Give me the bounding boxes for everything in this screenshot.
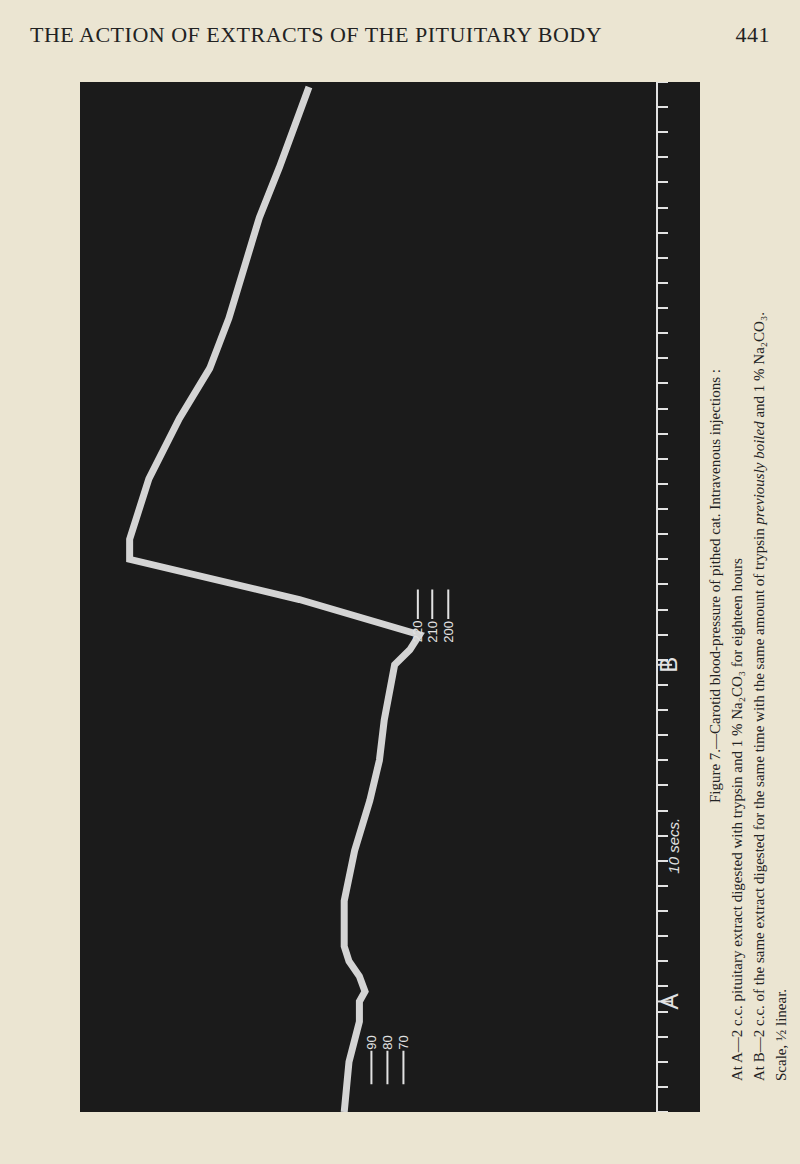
html-text:THE ACTION OF EXTRACTS OF THE: THE ACTION OF EXTRACTS OF THE PITUITARY … — [30, 22, 603, 47]
html-text:441: 441 — [735, 22, 770, 47]
svg-text:200: 200 — [441, 621, 456, 643]
svg-text:80: 80 — [380, 1035, 395, 1049]
html-text:previously boiled: previously boiled — [751, 421, 767, 525]
html-text:and 1 % Na₂CO₃.: and 1 % Na₂CO₃. — [751, 312, 767, 422]
html-text:At A—2 c.c. pituitary extract: At A—2 c.c. pituitary extract digested w… — [729, 558, 745, 1081]
html-text:Scale, ½ linear.: Scale, ½ linear. — [773, 988, 789, 1081]
svg-text:210: 210 — [425, 621, 440, 643]
svg-text:B: B — [655, 657, 682, 673]
svg-text:220: 220 — [410, 621, 425, 643]
svg-text:10 secs.: 10 secs. — [665, 818, 682, 874]
html-text:Figure 7.—Carotid blood-pressu: Figure 7.—Carotid blood-pressure of pith… — [707, 369, 723, 803]
html-text:At B—2 c.c. of the same extrac: At B—2 c.c. of the same extract digested… — [751, 524, 767, 1081]
svg-text:A: A — [656, 993, 683, 1009]
svg-text:90: 90 — [364, 1035, 379, 1049]
svg-text:70: 70 — [396, 1035, 411, 1049]
